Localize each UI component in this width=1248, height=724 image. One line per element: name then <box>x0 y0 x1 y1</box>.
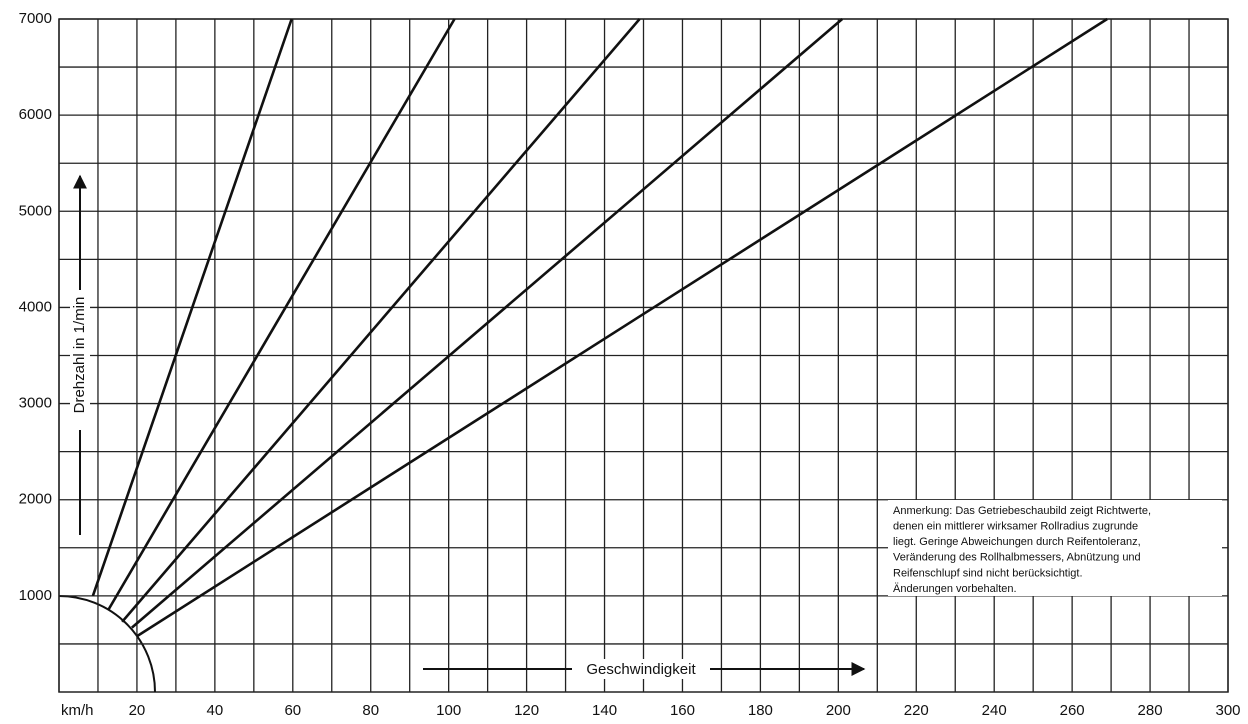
label-bg <box>70 290 90 430</box>
y-tick-label: 7000 <box>19 10 52 27</box>
gear-line <box>131 18 844 629</box>
note-bg <box>888 500 1222 596</box>
x-tick-label: 140 <box>592 702 617 719</box>
grid <box>58 18 1229 692</box>
label-bg <box>572 659 710 679</box>
x-tick-label: 80 <box>362 702 379 719</box>
x-tick-label: 100 <box>436 702 461 719</box>
x-tick-label: 180 <box>748 702 773 719</box>
gear-line <box>136 17 1108 638</box>
x-tick-label: 260 <box>1060 702 1085 719</box>
y-tick-label: 5000 <box>19 202 52 219</box>
x-tick-label: 160 <box>670 702 695 719</box>
annotation-line: Reifenschlupf sind nicht berücksichtigt. <box>893 567 1083 579</box>
x-tick-label: km/h <box>61 702 94 719</box>
annotation-line: liegt. Geringe Abweichungen durch Reifen… <box>893 536 1141 548</box>
gear-line <box>91 18 293 597</box>
x-tick-label: 40 <box>207 702 224 719</box>
y-tick-label: 3000 <box>19 395 52 412</box>
wheel-arc <box>58 595 156 693</box>
annotation-line: Änderungen vorbehalten. <box>893 583 1017 595</box>
x-tick-label: 240 <box>982 702 1007 719</box>
x-tick-label: 300 <box>1215 702 1240 719</box>
annotation-line: Anmerkung: Das Getriebeschaubild zeigt R… <box>893 505 1151 517</box>
x-tick-label: 20 <box>129 702 146 719</box>
y-tick-label: 1000 <box>19 587 52 604</box>
gear-line <box>121 18 641 623</box>
x-tick-label: 200 <box>826 702 851 719</box>
gear-line <box>106 18 456 611</box>
x-tick-label: 280 <box>1138 702 1163 719</box>
annotation-line: denen ein mittlerer wirksamer Rollradius… <box>893 521 1138 533</box>
y-tick-label: 2000 <box>19 491 52 508</box>
annotation-line: Veränderung des Rollhalbmessers, Abnützu… <box>893 552 1141 564</box>
x-axis-title: Geschwindigkeit <box>586 661 696 678</box>
gear-lines <box>91 17 1108 638</box>
y-tick-label: 6000 <box>19 106 52 123</box>
x-tick-label: 120 <box>514 702 539 719</box>
y-tick-label: 4000 <box>19 298 52 315</box>
annotation: Anmerkung: Das Getriebeschaubild zeigt R… <box>893 505 1151 595</box>
x-tick-label: 60 <box>284 702 301 719</box>
x-tick-label: 220 <box>904 702 929 719</box>
y-axis-title: Drehzahl in 1/min <box>71 297 88 414</box>
